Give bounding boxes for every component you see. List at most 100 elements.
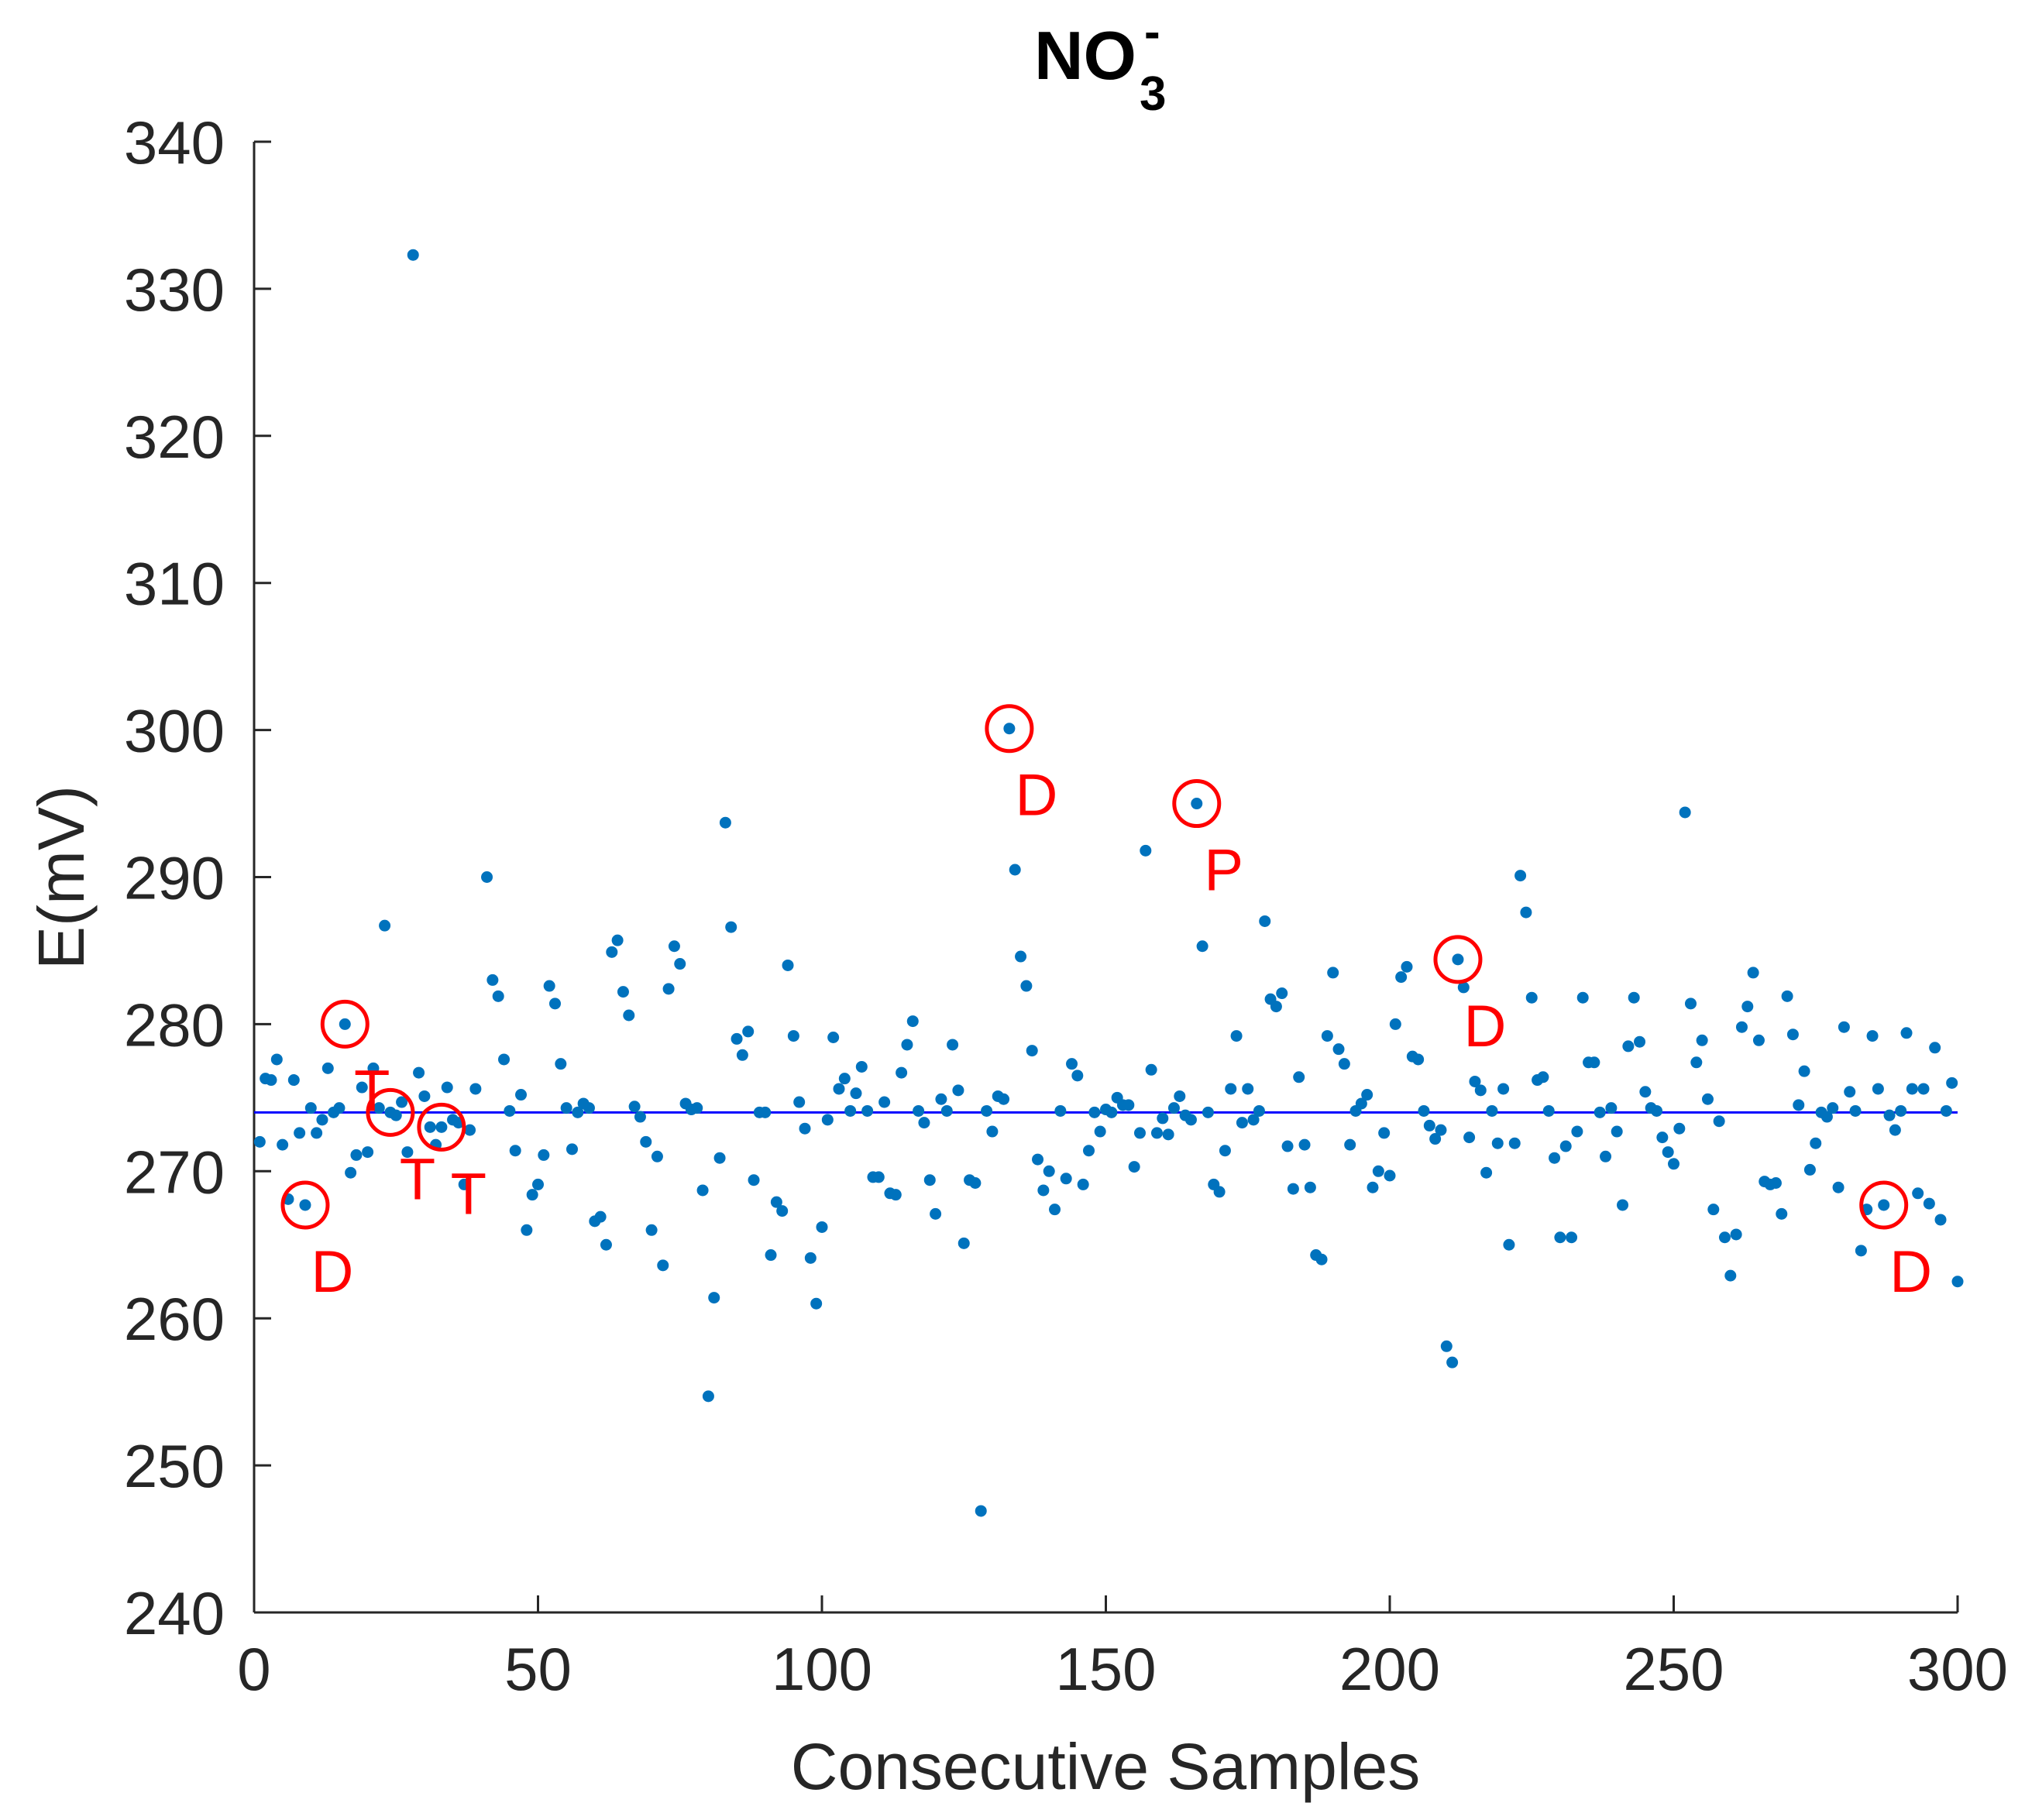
point [1588, 1056, 1600, 1069]
point [1174, 1090, 1186, 1102]
point [1559, 1140, 1572, 1152]
point [572, 1106, 584, 1118]
point [1713, 1115, 1725, 1128]
point [651, 1150, 663, 1162]
annotation-label: P [1204, 838, 1243, 904]
point [1656, 1131, 1669, 1144]
point [1020, 980, 1033, 992]
point [1253, 1104, 1265, 1117]
point [611, 934, 624, 946]
point [1690, 1056, 1703, 1069]
point [1832, 1181, 1845, 1193]
point [1554, 1231, 1566, 1244]
point [1049, 1204, 1061, 1216]
point [952, 1084, 964, 1097]
point [1355, 1097, 1367, 1110]
point [401, 1146, 414, 1159]
point [294, 1127, 306, 1139]
point [1009, 864, 1021, 876]
point [390, 1109, 402, 1121]
point [1940, 1104, 1952, 1117]
point [299, 1199, 311, 1211]
point [606, 946, 618, 958]
point [628, 1101, 641, 1113]
point [504, 1104, 516, 1117]
point [1486, 1104, 1498, 1117]
point [969, 1176, 982, 1189]
point [1088, 1106, 1101, 1118]
point [1094, 1125, 1106, 1138]
point [1213, 1186, 1226, 1198]
point [975, 1505, 987, 1517]
point [1032, 1153, 1044, 1166]
point [1440, 1340, 1453, 1352]
point [1293, 1071, 1305, 1083]
point [918, 1117, 930, 1129]
annotation-circle [417, 1102, 466, 1152]
point [708, 1292, 720, 1304]
point [1934, 1214, 1947, 1226]
point [560, 1102, 572, 1114]
y-tick-label: 260 [124, 1285, 225, 1353]
point [833, 1083, 845, 1095]
point [481, 871, 493, 883]
point [759, 1106, 772, 1118]
point [1276, 987, 1288, 1000]
point [810, 1297, 823, 1310]
point [543, 980, 555, 992]
point [1435, 1124, 1447, 1136]
point [776, 1205, 789, 1217]
point [634, 1111, 646, 1123]
point [594, 1210, 607, 1223]
point [1668, 1158, 1679, 1170]
point [1542, 1104, 1555, 1117]
point [1162, 1128, 1174, 1141]
point [1662, 1146, 1674, 1159]
point [1378, 1127, 1391, 1139]
point [1628, 991, 1640, 1004]
point [265, 1074, 277, 1087]
y-tick-label: 300 [124, 697, 225, 765]
point [1549, 1152, 1561, 1164]
point [1684, 998, 1697, 1010]
annotation-label: T [451, 1161, 486, 1227]
annotation-label: D [311, 1239, 354, 1305]
point [424, 1121, 436, 1133]
point [1344, 1138, 1356, 1151]
y-tick-label: 310 [124, 550, 225, 618]
point [889, 1189, 902, 1201]
point [1798, 1065, 1810, 1077]
point [407, 249, 419, 261]
point [623, 1009, 635, 1022]
point [1480, 1166, 1493, 1179]
point [657, 1259, 669, 1272]
y-tick-label: 270 [124, 1138, 225, 1206]
point [1889, 1124, 1901, 1136]
point [782, 959, 794, 971]
point [793, 1096, 806, 1108]
point [861, 1104, 874, 1117]
point [1202, 1106, 1214, 1118]
point [1429, 1133, 1442, 1145]
point [1747, 967, 1759, 979]
point [850, 1087, 862, 1100]
title-subscript: 3 [1140, 67, 1166, 121]
point [1611, 1125, 1623, 1138]
y-tick-label: 320 [124, 403, 225, 471]
x-tick-label: 150 [1055, 1635, 1156, 1703]
point [1259, 915, 1271, 927]
point [957, 1237, 970, 1249]
annotation-circle [320, 999, 370, 1049]
point [935, 1093, 947, 1105]
x-tick-label: 0 [237, 1635, 270, 1703]
point [645, 1224, 658, 1236]
point [270, 1053, 283, 1066]
point [1844, 1086, 1856, 1098]
point [986, 1125, 999, 1138]
point [600, 1238, 612, 1251]
point [435, 1121, 448, 1133]
point [640, 1135, 652, 1148]
point [350, 1149, 363, 1161]
point [1060, 1173, 1072, 1185]
point [1457, 981, 1470, 994]
